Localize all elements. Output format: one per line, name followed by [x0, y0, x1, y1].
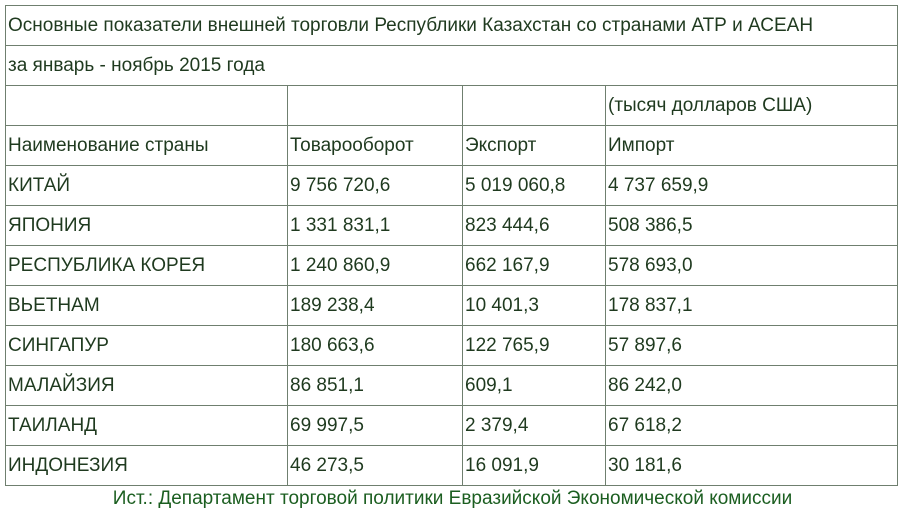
data-row: КИТАЙ 9 756 720,6 5 019 060,8 4 737 659,9: [5, 165, 898, 206]
data-cell: СИНГАПУР: [5, 325, 288, 366]
table-body: Основные показатели внешней торговли Рес…: [5, 5, 898, 486]
data-cell: РЕСПУБЛИКА КОРЕЯ: [5, 245, 288, 286]
header-cell: Наименование страны: [5, 125, 288, 166]
header-cell: Экспорт: [462, 125, 606, 166]
data-cell: 180 663,6: [287, 325, 463, 366]
data-cell: 662 167,9: [462, 245, 606, 286]
data-cell: 508 386,5: [605, 205, 898, 246]
table-subtitle: за январь - ноябрь 2015 года: [5, 45, 898, 86]
data-cell: 578 693,0: [605, 245, 898, 286]
data-row: РЕСПУБЛИКА КОРЕЯ 1 240 860,9 662 167,9 578 …: [5, 245, 898, 286]
data-cell: 69 997,5: [287, 405, 463, 446]
table-title: Основные показатели внешней торговли Рес…: [5, 5, 898, 46]
data-cell: 67 618,2: [605, 405, 898, 446]
data-cell: 2 379,4: [462, 405, 606, 446]
data-row: ТАИЛАНД 69 997,5 2 379,4 67 618,2: [5, 405, 898, 446]
data-cell: 10 401,3: [462, 285, 606, 326]
header-row: Наименование страны Товарооборот Экспорт Им…: [5, 125, 898, 166]
subtitle-row: за январь - ноябрь 2015 года: [5, 45, 898, 86]
data-cell: ИНДОНЕЗИЯ: [5, 445, 288, 486]
data-row: ИНДОНЕЗИЯ 46 273,5 16 091,9 30 181,6: [5, 445, 898, 486]
data-cell: 46 273,5: [287, 445, 463, 486]
empty-cell: [462, 85, 606, 126]
data-cell: МАЛАЙЗИЯ: [5, 365, 288, 406]
data-cell: 9 756 720,6: [287, 165, 463, 206]
data-row: МАЛАЙЗИЯ 86 851,1 609,1 86 242,0: [5, 365, 898, 406]
data-cell: 5 019 060,8: [462, 165, 606, 206]
source-note: Ист.: Департамент торговой политики Евра…: [112, 488, 793, 509]
data-cell: ВЬЕТНАМ: [5, 285, 288, 326]
empty-cell: [5, 85, 288, 126]
data-cell: 823 444,6: [462, 205, 606, 246]
data-cell: 4 737 659,9: [605, 165, 898, 206]
title-row: Основные показатели внешней торговли Рес…: [5, 5, 898, 46]
data-cell: 609,1: [462, 365, 606, 406]
data-cell: ТАИЛАНД: [5, 405, 288, 446]
data-cell: 178 837,1: [605, 285, 898, 326]
data-cell: 122 765,9: [462, 325, 606, 366]
empty-cell: [287, 85, 463, 126]
data-row: ЯПОНИЯ 1 331 831,1 823 444,6 508 386,5: [5, 205, 898, 246]
data-cell: 189 238,4: [287, 285, 463, 326]
data-cell: 57 897,6: [605, 325, 898, 366]
trade-table: Основные показатели внешней торговли Рес…: [5, 5, 898, 486]
units-label: (тысяч долларов США): [605, 85, 898, 126]
data-cell: 1 331 831,1: [287, 205, 463, 246]
data-cell: 30 181,6: [605, 445, 898, 486]
header-cell: Товарооборот: [287, 125, 463, 166]
data-cell: 86 851,1: [287, 365, 463, 406]
units-row: (тысяч долларов США): [5, 85, 898, 126]
data-cell: КИТАЙ: [5, 165, 288, 206]
data-cell: 1 240 860,9: [287, 245, 463, 286]
data-row: СИНГАПУР 180 663,6 122 765,9 57 897,6: [5, 325, 898, 366]
data-cell: ЯПОНИЯ: [5, 205, 288, 246]
data-cell: 16 091,9: [462, 445, 606, 486]
data-cell: 86 242,0: [605, 365, 898, 406]
data-row: ВЬЕТНАМ 189 238,4 10 401,3 178 837,1: [5, 285, 898, 326]
header-cell: Импорт: [605, 125, 898, 166]
